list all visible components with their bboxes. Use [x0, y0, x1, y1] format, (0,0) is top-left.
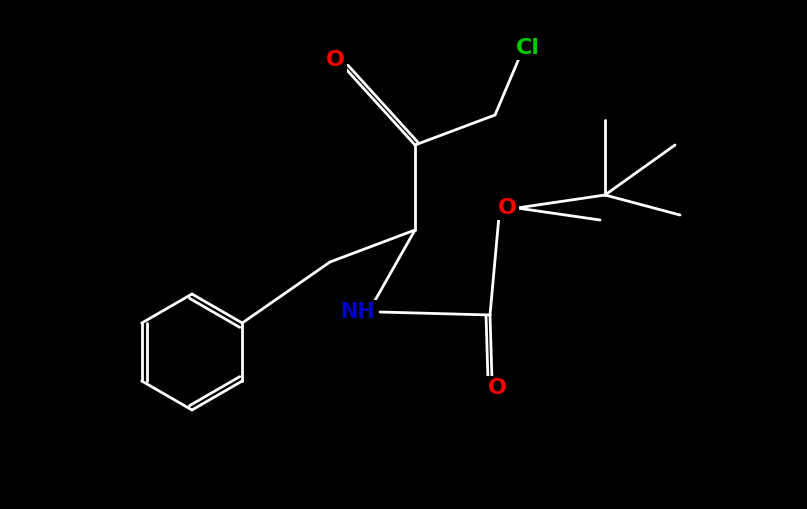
- Text: O: O: [497, 198, 516, 218]
- Text: O: O: [487, 378, 507, 398]
- Text: NH: NH: [341, 302, 375, 322]
- Text: O: O: [325, 50, 345, 70]
- Text: Cl: Cl: [516, 38, 540, 58]
